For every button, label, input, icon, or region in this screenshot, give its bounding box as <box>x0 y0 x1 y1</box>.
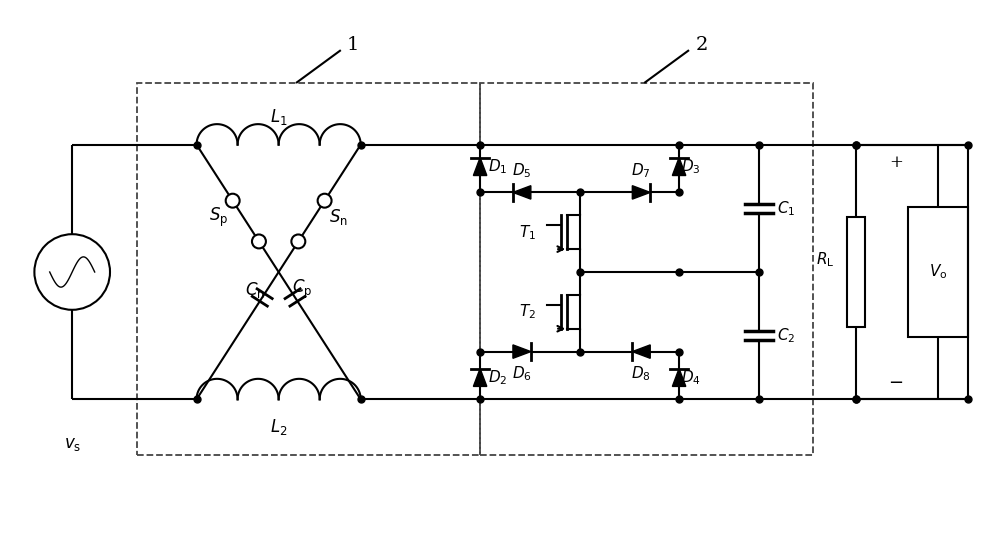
Text: $T_1$: $T_1$ <box>519 223 536 242</box>
Text: $C_\mathrm{p}$: $C_\mathrm{p}$ <box>292 278 312 301</box>
Text: $T_2$: $T_2$ <box>519 302 536 321</box>
Circle shape <box>226 194 240 208</box>
Text: $D_3$: $D_3$ <box>681 157 701 176</box>
Text: $D_4$: $D_4$ <box>681 368 701 387</box>
Text: $S_\mathrm{p}$: $S_\mathrm{p}$ <box>209 206 228 229</box>
Text: $L_2$: $L_2$ <box>270 417 287 437</box>
Circle shape <box>252 234 266 249</box>
Text: $D_7$: $D_7$ <box>631 161 651 180</box>
Polygon shape <box>632 345 650 358</box>
Text: $D_1$: $D_1$ <box>488 157 508 176</box>
Polygon shape <box>632 186 650 199</box>
Polygon shape <box>473 368 487 386</box>
Text: $D_8$: $D_8$ <box>631 364 651 383</box>
Text: $V_\mathrm{o}$: $V_\mathrm{o}$ <box>929 263 947 281</box>
Text: $R_\mathrm{L}$: $R_\mathrm{L}$ <box>816 251 834 269</box>
Text: $C_2$: $C_2$ <box>777 326 796 345</box>
Polygon shape <box>513 186 531 199</box>
Text: $S_\mathrm{n}$: $S_\mathrm{n}$ <box>329 207 348 227</box>
Text: +: + <box>889 154 903 171</box>
Text: $v_\mathrm{s}$: $v_\mathrm{s}$ <box>64 436 81 453</box>
Text: $D_6$: $D_6$ <box>512 364 532 383</box>
Text: 2: 2 <box>696 36 708 54</box>
Circle shape <box>318 194 332 208</box>
Bar <box>847 217 865 327</box>
Circle shape <box>291 234 305 249</box>
Text: $C_\mathrm{n}$: $C_\mathrm{n}$ <box>245 280 265 300</box>
Text: $-$: $-$ <box>888 373 904 391</box>
Polygon shape <box>672 368 686 386</box>
Text: 1: 1 <box>347 36 359 54</box>
Polygon shape <box>672 158 686 176</box>
Text: $C_1$: $C_1$ <box>777 199 796 218</box>
Polygon shape <box>473 158 487 176</box>
Bar <box>908 207 968 337</box>
Polygon shape <box>513 345 531 358</box>
Text: $D_5$: $D_5$ <box>512 161 532 180</box>
Text: $L_1$: $L_1$ <box>270 107 287 127</box>
Text: $D_2$: $D_2$ <box>488 368 508 387</box>
